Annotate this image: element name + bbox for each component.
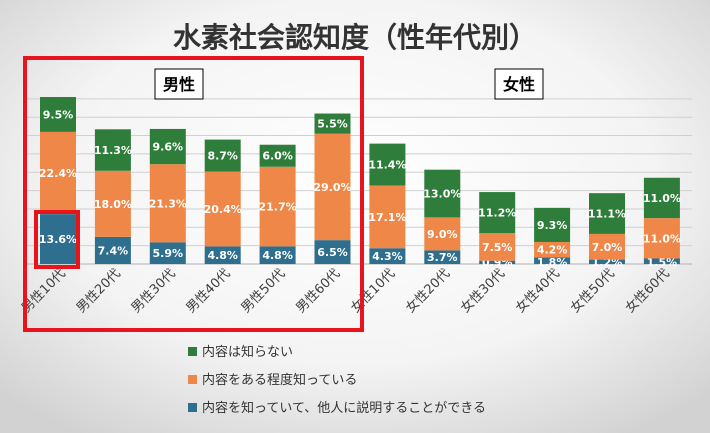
data-label: 4.8%: [262, 249, 293, 262]
bar-segment: [589, 233, 625, 260]
bar-segment: [204, 246, 241, 264]
data-label: 13.0%: [423, 188, 461, 201]
data-label: 9.5%: [43, 108, 74, 121]
bar-segment: [643, 177, 680, 219]
data-label: 11.0%: [643, 232, 681, 245]
data-label: 1.5%: [647, 256, 678, 269]
legend-label: 内容をある程度知っている: [202, 372, 357, 388]
data-label: 29.0%: [313, 181, 351, 194]
bar-segment: [204, 171, 241, 247]
bar-segment: [40, 97, 76, 132]
bar-segment: [589, 259, 625, 264]
bar-segment: [369, 185, 406, 249]
data-label: 9.6%: [153, 141, 184, 154]
bar-segment: [534, 257, 571, 264]
bar-segment: [149, 128, 186, 165]
data-label: 8.7%: [207, 150, 238, 163]
bar-segment: [424, 250, 461, 264]
bar-segment: [534, 207, 571, 242]
group-label: 男性: [163, 75, 195, 94]
bar-segment: [40, 214, 76, 264]
bar-segment: [479, 260, 516, 264]
bar-segment: [94, 170, 131, 237]
bar-segment: [643, 258, 680, 264]
data-label: 4.8%: [207, 249, 238, 262]
legend-swatch: [188, 403, 197, 412]
bar-segment: [40, 131, 76, 215]
data-label: 5.9%: [153, 247, 184, 260]
legend-swatch: [188, 347, 197, 356]
data-label: 7.5%: [482, 241, 513, 254]
data-label: 18.0%: [94, 198, 132, 211]
data-label: 22.4%: [39, 167, 77, 180]
group-label: 女性: [503, 75, 535, 94]
bar-segment: [149, 242, 186, 264]
bar-segment: [369, 143, 406, 186]
bar-segment: [424, 217, 461, 251]
data-label: 17.1%: [368, 211, 406, 224]
bar-segment: [94, 236, 131, 264]
bar-segment: [369, 248, 406, 264]
legend: 内容は知らない内容をある程度知っている内容を知っていて、他人に説明することができ…: [188, 344, 486, 416]
data-label: 11.2%: [478, 207, 516, 220]
chart-title: 水素社会認知度（性年代別）: [173, 21, 537, 54]
group-labels: 男性 女性: [154, 68, 544, 100]
legend-swatch: [188, 375, 197, 384]
data-label: 11.1%: [588, 208, 626, 221]
grid-layer: [25, 98, 692, 265]
bar-segment: [643, 218, 680, 259]
data-label: 11.0%: [643, 192, 681, 205]
group-label-box: [154, 68, 204, 100]
data-label: 1.8%: [537, 256, 568, 269]
data-label: 11.4%: [368, 159, 406, 172]
bar-segment: [259, 246, 296, 264]
male-teen-highlight-box: [34, 210, 80, 269]
legend-label: 内容を知っていて、他人に説明することができる: [202, 400, 486, 416]
data-label: 7.4%: [98, 244, 129, 257]
bar-segment: [479, 192, 516, 234]
bar-segment: [204, 139, 241, 172]
bar-segment: [589, 193, 625, 234]
data-label: 9.0%: [427, 228, 458, 241]
data-label: 6.5%: [317, 246, 348, 259]
group-label-box: [494, 68, 544, 100]
bar-segment: [314, 240, 351, 264]
data-label: 11.3%: [94, 144, 132, 157]
bar-segment: [259, 144, 296, 167]
bar-segment: [534, 241, 571, 258]
male-highlight-box: [23, 56, 364, 332]
bar-segment: [149, 164, 186, 243]
bar-segment: [314, 113, 351, 134]
bar-segment: [314, 133, 351, 241]
data-label: 13.6%: [39, 233, 77, 246]
data-label: 21.7%: [259, 201, 297, 214]
data-label: 9.3%: [537, 219, 568, 232]
bar-segment: [424, 169, 461, 218]
data-label: 7.0%: [592, 241, 623, 254]
data-label: 4.2%: [537, 244, 568, 257]
data-label: 5.5%: [317, 118, 348, 131]
bar-segment: [479, 233, 516, 261]
legend-label: 内容は知らない: [202, 344, 293, 360]
data-label: 3.7%: [427, 251, 458, 264]
bar-segment: [259, 166, 296, 247]
highlight-layer: [23, 56, 364, 332]
bar-segment: [94, 129, 131, 171]
data-label: 6.0%: [262, 150, 293, 163]
data-label: 4.3%: [372, 250, 403, 263]
data-label: 20.4%: [204, 203, 242, 216]
bars-layer: 13.6%7.4% 5.9% 4.8% 4.8% 6.5% 4.3% 3.7% 0.9% 1.8…: [39, 97, 681, 269]
data-label: 21.3%: [149, 197, 187, 210]
